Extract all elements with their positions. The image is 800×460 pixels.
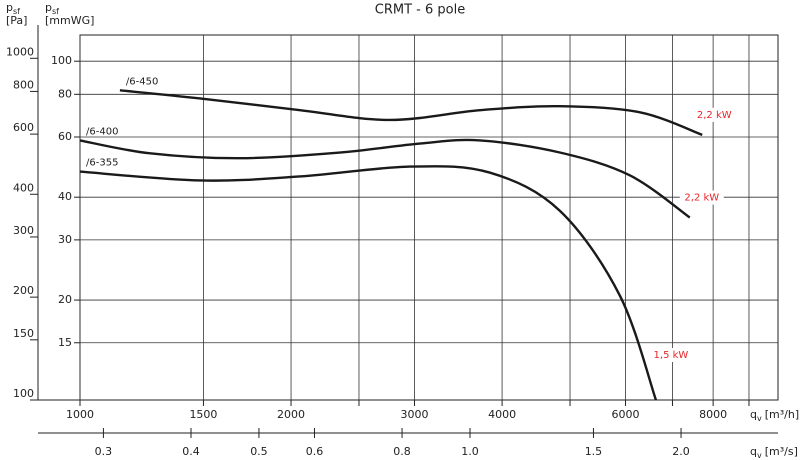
x-tick-label: 1500 <box>189 408 217 421</box>
axis-label: psf [Pa] <box>6 1 27 27</box>
x2-tick-label: 0.8 <box>393 445 411 458</box>
y2-tick-label: 20 <box>58 293 72 306</box>
axis-label-sub: v <box>757 414 762 423</box>
power-label-bg <box>679 190 724 205</box>
x2-tick-label: 1.0 <box>461 445 479 458</box>
axis-label: qv [m³/s] <box>750 445 798 460</box>
axis-label-sub: v <box>757 451 762 460</box>
y-tick-label: 300 <box>13 224 34 237</box>
curve <box>119 89 703 136</box>
axis-label: psf [mmWG] <box>45 1 94 27</box>
y-tick-label: 100 <box>13 387 34 400</box>
axis-label-unit: [m³/s] <box>765 445 798 458</box>
curve <box>79 165 658 401</box>
axis-label-symbol: q <box>750 445 757 458</box>
power-label: 2,2 kW <box>697 110 732 121</box>
y-tick-label: 400 <box>13 181 34 194</box>
axis-label-symbol: p <box>6 1 13 14</box>
axis-label-unit: [m³/h] <box>765 408 799 421</box>
y2-tick-label: 80 <box>58 87 72 100</box>
y-tick-label: 150 <box>13 327 34 340</box>
power-label-bg <box>692 107 737 122</box>
axis-label-unit: [Pa] <box>6 14 27 27</box>
curve-label: /6-355 <box>86 158 118 169</box>
y-tick-label: 600 <box>13 121 34 134</box>
x-tick-label: 1000 <box>66 408 94 421</box>
axis-label-unit: [mmWG] <box>45 14 94 27</box>
y2-tick-label: 15 <box>58 336 72 349</box>
power-label: 1,5 kW <box>654 350 689 361</box>
plot-frame <box>79 34 779 401</box>
y2-tick-label: 40 <box>58 190 72 203</box>
x2-tick-label: 0.4 <box>182 445 200 458</box>
axis-label-symbol: q <box>750 408 757 421</box>
y-tick-label: 800 <box>13 78 34 91</box>
power-label-bg <box>648 348 693 362</box>
x-tick-label: 6000 <box>612 408 640 421</box>
axis-label-sub: sf <box>52 7 59 16</box>
x2-tick-label: 0.5 <box>250 445 268 458</box>
axis-label-symbol: p <box>45 1 52 14</box>
y2-tick-label: 100 <box>51 54 72 67</box>
x-tick-label: 4000 <box>488 408 516 421</box>
y-tick-label: 1000 <box>6 45 34 58</box>
x-tick-label: 2000 <box>277 408 305 421</box>
chart-title: CRMT - 6 pole <box>375 3 465 18</box>
y2-tick-label: 30 <box>58 233 72 246</box>
y2-tick-label: 60 <box>58 130 72 143</box>
axis-label: qv [m³/h] <box>750 408 799 423</box>
axis-label-sub: sf <box>13 7 20 16</box>
x2-tick-label: 1.5 <box>585 445 603 458</box>
x-tick-label: 8000 <box>699 408 727 421</box>
curve-label: /6-450 <box>126 76 158 87</box>
curve-label: /6-400 <box>86 126 118 137</box>
x2-tick-label: 0.6 <box>306 445 324 458</box>
x-tick-label: 3000 <box>400 408 428 421</box>
x2-tick-label: 2.0 <box>672 445 690 458</box>
power-label: 2,2 kW <box>684 193 719 204</box>
x2-tick-label: 0.3 <box>95 445 113 458</box>
y-tick-label: 200 <box>13 284 34 297</box>
curve <box>79 138 691 219</box>
